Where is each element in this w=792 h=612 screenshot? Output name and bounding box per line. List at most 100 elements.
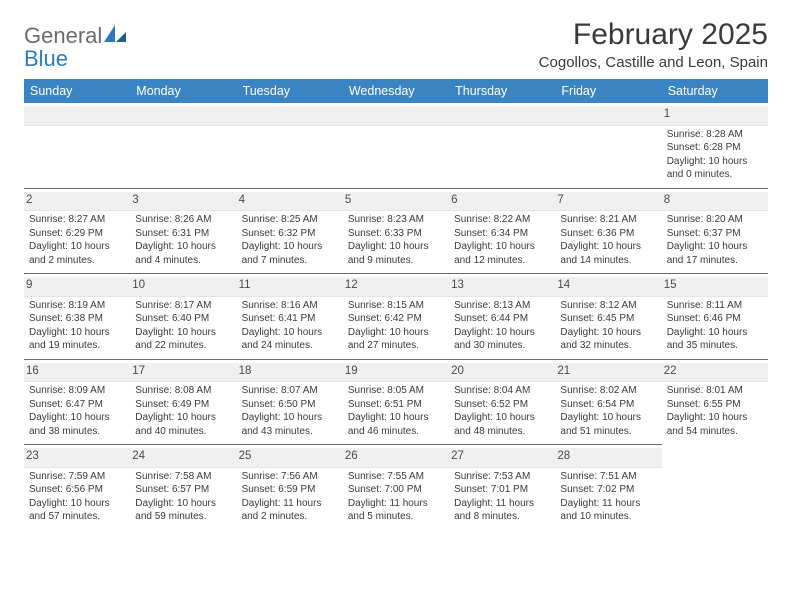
sail-icon xyxy=(104,24,126,47)
day-number: 6 xyxy=(449,192,555,212)
daylight-line-2: and 19 minutes. xyxy=(29,339,125,353)
daylight-line-2: and 35 minutes. xyxy=(667,339,763,353)
sunrise-line: Sunrise: 8:21 AM xyxy=(560,213,656,227)
sunset-line: Sunset: 6:34 PM xyxy=(454,227,550,241)
sunrise-line: Sunrise: 8:22 AM xyxy=(454,213,550,227)
empty-cell xyxy=(237,103,343,188)
brand-word1: General xyxy=(24,23,102,48)
empty-daynum xyxy=(24,106,130,126)
sunset-line: Sunset: 6:52 PM xyxy=(454,398,550,412)
sunset-line: Sunset: 6:33 PM xyxy=(348,227,444,241)
sunrise-line: Sunrise: 8:12 AM xyxy=(560,299,656,313)
sunrise-line: Sunrise: 7:58 AM xyxy=(135,470,231,484)
day-number: 8 xyxy=(662,192,768,212)
daylight-line: Daylight: 10 hours xyxy=(29,326,125,340)
empty-daynum xyxy=(343,106,449,126)
day-number: 3 xyxy=(130,192,236,212)
daylight-line-2: and 0 minutes. xyxy=(667,168,763,182)
day-cell: 19Sunrise: 8:05 AMSunset: 6:51 PMDayligh… xyxy=(343,359,449,445)
title-block: February 2025 Cogollos, Castille and Leo… xyxy=(539,18,768,71)
sunset-line: Sunset: 6:37 PM xyxy=(667,227,763,241)
brand-logo: General Blue xyxy=(24,18,126,70)
day-cell: 16Sunrise: 8:09 AMSunset: 6:47 PMDayligh… xyxy=(24,359,130,445)
sunrise-line: Sunrise: 8:08 AM xyxy=(135,384,231,398)
daylight-line: Daylight: 11 hours xyxy=(242,497,338,511)
daylight-line: Daylight: 10 hours xyxy=(29,497,125,511)
sunrise-line: Sunrise: 7:59 AM xyxy=(29,470,125,484)
day-number: 22 xyxy=(662,363,768,383)
day-number: 13 xyxy=(449,277,555,297)
daylight-line-2: and 8 minutes. xyxy=(454,510,550,524)
sunrise-line: Sunrise: 8:15 AM xyxy=(348,299,444,313)
day-cell: 25Sunrise: 7:56 AMSunset: 6:59 PMDayligh… xyxy=(237,444,343,530)
day-number: 1 xyxy=(662,106,768,126)
daylight-line-2: and 32 minutes. xyxy=(560,339,656,353)
sunrise-line: Sunrise: 8:04 AM xyxy=(454,384,550,398)
sunset-line: Sunset: 6:54 PM xyxy=(560,398,656,412)
daylight-line: Daylight: 10 hours xyxy=(135,411,231,425)
day-number: 5 xyxy=(343,192,449,212)
sunset-line: Sunset: 6:50 PM xyxy=(242,398,338,412)
day-number: 21 xyxy=(555,363,661,383)
day-cell: 28Sunrise: 7:51 AMSunset: 7:02 PMDayligh… xyxy=(555,444,661,530)
day-cell: 17Sunrise: 8:08 AMSunset: 6:49 PMDayligh… xyxy=(130,359,236,445)
daylight-line: Daylight: 10 hours xyxy=(29,411,125,425)
daylight-line: Daylight: 10 hours xyxy=(667,155,763,169)
sunrise-line: Sunrise: 7:56 AM xyxy=(242,470,338,484)
daylight-line-2: and 2 minutes. xyxy=(29,254,125,268)
day-number: 16 xyxy=(24,363,130,383)
day-cell: 12Sunrise: 8:15 AMSunset: 6:42 PMDayligh… xyxy=(343,273,449,359)
daylight-line-2: and 14 minutes. xyxy=(560,254,656,268)
daylight-line-2: and 7 minutes. xyxy=(242,254,338,268)
daylight-line-2: and 2 minutes. xyxy=(242,510,338,524)
daylight-line: Daylight: 10 hours xyxy=(135,497,231,511)
day-cell: 15Sunrise: 8:11 AMSunset: 6:46 PMDayligh… xyxy=(662,273,768,359)
day-cell: 20Sunrise: 8:04 AMSunset: 6:52 PMDayligh… xyxy=(449,359,555,445)
sunset-line: Sunset: 6:56 PM xyxy=(29,483,125,497)
daylight-line: Daylight: 11 hours xyxy=(560,497,656,511)
sunset-line: Sunset: 7:01 PM xyxy=(454,483,550,497)
weekday-sun: Sunday xyxy=(24,79,130,103)
daylight-line-2: and 46 minutes. xyxy=(348,425,444,439)
sunrise-line: Sunrise: 8:27 AM xyxy=(29,213,125,227)
day-number: 26 xyxy=(343,448,449,468)
sunset-line: Sunset: 6:41 PM xyxy=(242,312,338,326)
day-number: 2 xyxy=(24,192,130,212)
daylight-line-2: and 9 minutes. xyxy=(348,254,444,268)
sunrise-line: Sunrise: 8:20 AM xyxy=(667,213,763,227)
daylight-line: Daylight: 10 hours xyxy=(560,411,656,425)
weekday-wed: Wednesday xyxy=(343,79,449,103)
daylight-line-2: and 57 minutes. xyxy=(29,510,125,524)
daylight-line-2: and 30 minutes. xyxy=(454,339,550,353)
weekday-tue: Tuesday xyxy=(237,79,343,103)
sunrise-line: Sunrise: 8:02 AM xyxy=(560,384,656,398)
daylight-line-2: and 48 minutes. xyxy=(454,425,550,439)
sunset-line: Sunset: 6:38 PM xyxy=(29,312,125,326)
sunrise-line: Sunrise: 8:17 AM xyxy=(135,299,231,313)
daylight-line: Daylight: 11 hours xyxy=(454,497,550,511)
sunset-line: Sunset: 6:44 PM xyxy=(454,312,550,326)
day-number: 9 xyxy=(24,277,130,297)
sunset-line: Sunset: 6:45 PM xyxy=(560,312,656,326)
daylight-line-2: and 43 minutes. xyxy=(242,425,338,439)
day-cell: 11Sunrise: 8:16 AMSunset: 6:41 PMDayligh… xyxy=(237,273,343,359)
daylight-line-2: and 4 minutes. xyxy=(135,254,231,268)
weekday-sat: Saturday xyxy=(662,79,768,103)
daylight-line-2: and 59 minutes. xyxy=(135,510,231,524)
day-cell: 9Sunrise: 8:19 AMSunset: 6:38 PMDaylight… xyxy=(24,273,130,359)
daylight-line: Daylight: 10 hours xyxy=(454,326,550,340)
sunset-line: Sunset: 6:55 PM xyxy=(667,398,763,412)
sunset-line: Sunset: 6:31 PM xyxy=(135,227,231,241)
sunset-line: Sunset: 7:00 PM xyxy=(348,483,444,497)
day-number: 11 xyxy=(237,277,343,297)
daylight-line: Daylight: 10 hours xyxy=(242,326,338,340)
day-number: 23 xyxy=(24,448,130,468)
daylight-line: Daylight: 10 hours xyxy=(29,240,125,254)
day-cell: 7Sunrise: 8:21 AMSunset: 6:36 PMDaylight… xyxy=(555,188,661,274)
sunrise-line: Sunrise: 7:53 AM xyxy=(454,470,550,484)
daylight-line: Daylight: 10 hours xyxy=(560,240,656,254)
daylight-line: Daylight: 10 hours xyxy=(348,411,444,425)
sunrise-line: Sunrise: 7:51 AM xyxy=(560,470,656,484)
daylight-line: Daylight: 10 hours xyxy=(135,326,231,340)
daylight-line: Daylight: 10 hours xyxy=(454,411,550,425)
